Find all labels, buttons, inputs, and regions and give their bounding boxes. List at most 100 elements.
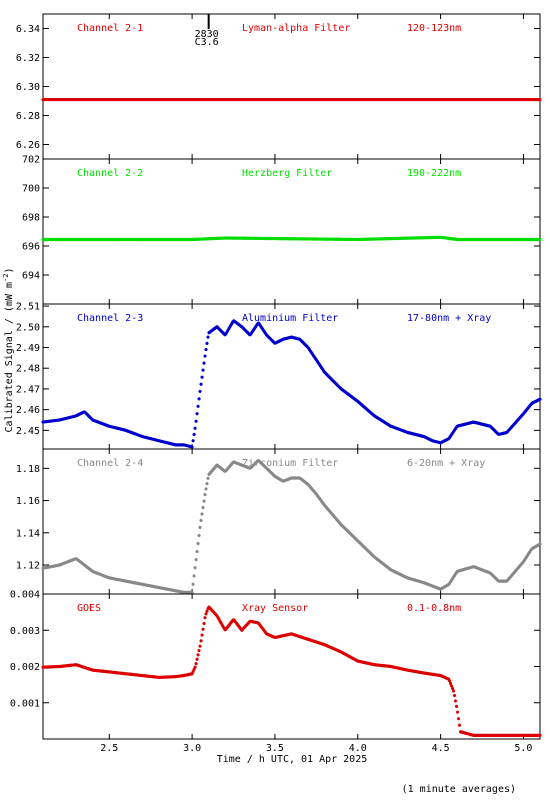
- data-point: [193, 566, 197, 570]
- data-point: [200, 375, 204, 379]
- data-point: [190, 672, 194, 676]
- data-point: [226, 328, 230, 333]
- data-point: [250, 330, 254, 335]
- y-tick-label: 2.47: [16, 384, 40, 395]
- data-point: [261, 327, 265, 331]
- y-tick-label: 6.26: [16, 140, 40, 151]
- data-point: [234, 620, 238, 625]
- data-point: [447, 436, 452, 440]
- y-tick-label: 694: [22, 271, 40, 282]
- data-point: [252, 328, 256, 332]
- y-tick-label: 2.50: [16, 322, 40, 333]
- data-point: [203, 493, 207, 497]
- data-point: [215, 614, 219, 618]
- data-point: [452, 428, 457, 432]
- data-point: [218, 619, 222, 623]
- data-point: [451, 430, 456, 434]
- panel-band-label: 6-20nm + Xray: [407, 458, 485, 469]
- data-point: [200, 512, 204, 516]
- y-tick-label: 702: [22, 155, 40, 166]
- data-point: [448, 681, 453, 686]
- data-point: [455, 710, 460, 714]
- data-point: [202, 361, 206, 365]
- data-point: [253, 326, 257, 330]
- panel-channel-label: Channel 2-1: [77, 23, 143, 34]
- data-point: [192, 574, 196, 578]
- data-point: [230, 619, 234, 624]
- data-point: [523, 557, 527, 561]
- data-point: [226, 625, 230, 629]
- data-point: [309, 350, 313, 355]
- y-axis-label: Calibrated Signal / (mW m-2): [2, 268, 15, 433]
- data-point: [204, 612, 208, 616]
- data-point: [449, 684, 454, 688]
- y-tick-label: 6.30: [16, 82, 40, 93]
- data-point: [230, 321, 234, 326]
- data-point: [225, 626, 229, 630]
- data-point: [264, 630, 268, 635]
- data-point: [450, 431, 455, 435]
- data-point: [203, 354, 207, 358]
- flare-marker-class: C3.6: [195, 37, 219, 48]
- data-point: [199, 382, 203, 386]
- data-point: [259, 324, 263, 328]
- data-point: [320, 500, 324, 504]
- data-point: [192, 432, 196, 437]
- data-point: [538, 733, 542, 737]
- data-point: [306, 346, 310, 350]
- data-point: [538, 97, 542, 102]
- data-point: [229, 621, 233, 625]
- data-point: [258, 623, 262, 627]
- data-point: [450, 577, 455, 581]
- data-point: [195, 657, 199, 661]
- data-point: [262, 328, 266, 333]
- panel-filter-label: Lyman-alpha Filter: [242, 23, 350, 34]
- data-point: [310, 352, 314, 356]
- x-tick-label: 2.5: [100, 743, 118, 754]
- data-point: [228, 325, 232, 329]
- y-tick-label: 1.16: [16, 496, 40, 507]
- data-point: [453, 427, 458, 431]
- panel-channel-label: Channel 2-4: [77, 458, 143, 469]
- data-point: [190, 445, 194, 449]
- data-point: [456, 717, 461, 721]
- data-point: [260, 326, 264, 330]
- data-point: [220, 622, 224, 627]
- data-point: [196, 404, 200, 408]
- data-point: [191, 439, 195, 443]
- y-tick-label: 6.34: [16, 24, 40, 35]
- data-point: [528, 549, 532, 554]
- data-point: [259, 624, 263, 628]
- panel-5: 2.5 3.0 3.5 4.0 4.5 5.0 0.001 0.002 0.003 0.004 GO…: [10, 590, 542, 754]
- x-axis-label: Time / h UTC, 01 Apr 2025: [217, 754, 368, 765]
- data-point: [452, 693, 457, 698]
- data-point: [521, 560, 525, 564]
- data-point: [221, 624, 225, 628]
- series-5: [41, 605, 542, 737]
- data-point: [196, 653, 200, 657]
- data-point: [204, 487, 208, 491]
- data-point: [254, 325, 258, 329]
- data-point: [192, 667, 196, 671]
- data-point: [194, 662, 198, 666]
- panel-1: 6.26 6.28 6.30 6.32 6.34 Channel 2-1 Lyman-alp…: [16, 13, 542, 160]
- data-point: [263, 629, 267, 633]
- panel-band-label: 190-222nm: [407, 168, 461, 179]
- data-point: [451, 575, 456, 579]
- data-point: [448, 580, 453, 584]
- data-point: [227, 327, 231, 331]
- data-point: [318, 364, 322, 368]
- series-4: [41, 459, 542, 594]
- y-tick-label: 0.004: [10, 590, 40, 601]
- panel-3: 2.45 2.46 2.47 2.48 2.49 2.50 2.51 Channel 2-3 A…: [16, 302, 542, 450]
- panel-filter-label: Herzberg Filter: [242, 168, 332, 179]
- data-point: [205, 482, 209, 486]
- data-point: [524, 556, 528, 560]
- y-axis-label-close: ): [4, 268, 15, 274]
- data-point: [228, 622, 232, 626]
- data-point: [449, 433, 454, 437]
- data-point: [227, 623, 231, 628]
- data-point: [453, 572, 458, 576]
- y-tick-label: 700: [22, 184, 40, 195]
- data-point: [216, 615, 220, 620]
